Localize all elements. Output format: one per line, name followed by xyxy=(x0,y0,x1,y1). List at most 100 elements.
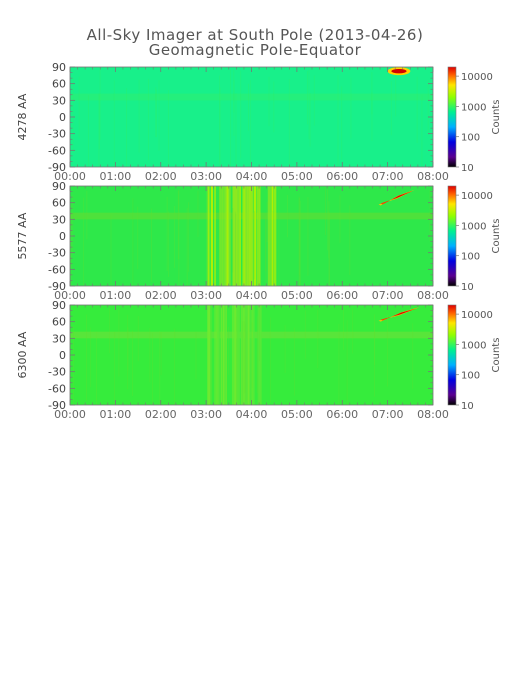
y-tick-label: 30 xyxy=(52,332,66,345)
streak xyxy=(242,321,244,404)
streak xyxy=(232,207,234,273)
streak xyxy=(299,197,300,276)
colorbar-tick-label: 10000 xyxy=(461,191,493,202)
streak xyxy=(210,328,212,405)
streak xyxy=(304,310,306,359)
colorbar-tick-label: 100 xyxy=(461,252,480,263)
y-tick-label: -60 xyxy=(48,263,66,276)
streak xyxy=(429,190,431,242)
y-tick-label: -30 xyxy=(48,247,66,260)
streak xyxy=(148,78,149,160)
y-axis-label: 6300 AA xyxy=(16,331,29,378)
x-tick-label: 02:00 xyxy=(145,289,177,302)
colorbar-tick-label: 1000 xyxy=(461,221,486,232)
heatmap-background xyxy=(70,67,433,167)
chart-subtitle: Geomagnetic Pole-Equator xyxy=(148,41,362,59)
chart-title: All-Sky Imager at South Pole (2013-04-26… xyxy=(86,26,424,44)
streak xyxy=(109,308,110,354)
y-tick-label: -90 xyxy=(48,399,66,412)
x-tick-label: 00:00 xyxy=(54,408,86,421)
x-tick-label: 01:00 xyxy=(100,408,132,421)
x-tick-label: 05:00 xyxy=(281,408,313,421)
streak xyxy=(294,327,296,396)
streak xyxy=(250,186,252,286)
x-tick-label: 03:00 xyxy=(190,289,222,302)
streak xyxy=(155,89,157,138)
panel-0: 00:00 01:00 02:00 03:00 04:00 05:00 06:00 07:00… xyxy=(16,61,502,183)
streak xyxy=(98,93,100,167)
streak xyxy=(346,320,348,405)
streak xyxy=(243,321,245,394)
heatmap-streaks xyxy=(73,305,420,405)
streak xyxy=(96,331,97,405)
streak xyxy=(245,316,247,393)
streak xyxy=(221,186,224,286)
streak xyxy=(249,80,251,167)
colorbar-tick-label: 10 xyxy=(461,401,474,412)
streak xyxy=(227,186,231,286)
streak xyxy=(270,186,272,286)
x-tick-label: 00:00 xyxy=(54,170,86,183)
streak xyxy=(78,76,80,139)
streak xyxy=(219,186,221,286)
x-tick-label: 03:00 xyxy=(190,170,222,183)
streak xyxy=(287,194,289,238)
streak xyxy=(350,77,352,139)
x-tick-label: 02:00 xyxy=(145,408,177,421)
y-tick-label: 60 xyxy=(52,197,66,210)
streak xyxy=(224,305,227,405)
streak xyxy=(174,205,175,268)
streak xyxy=(390,81,392,136)
streak xyxy=(219,87,221,167)
streak xyxy=(246,186,249,286)
streak xyxy=(299,200,301,286)
streak xyxy=(252,305,255,405)
streak xyxy=(266,201,268,242)
streak xyxy=(273,81,275,133)
streak xyxy=(127,314,129,390)
streak xyxy=(308,69,310,140)
y-tick-label: 30 xyxy=(52,213,66,226)
x-tick-label: 04:00 xyxy=(236,170,268,183)
colorbar-label: Counts xyxy=(491,219,502,254)
streak xyxy=(374,322,376,366)
streak xyxy=(234,305,236,405)
streak xyxy=(113,80,115,167)
bright-feature-1 xyxy=(380,308,418,321)
colorbar xyxy=(447,304,457,406)
streak xyxy=(386,314,388,387)
streak xyxy=(72,194,74,255)
streak xyxy=(241,305,244,405)
streak xyxy=(328,211,330,259)
streak xyxy=(256,316,258,393)
streak xyxy=(70,213,72,286)
streak xyxy=(90,327,91,388)
streak xyxy=(235,305,238,405)
streak xyxy=(258,186,260,286)
streak xyxy=(206,186,209,286)
streak xyxy=(118,309,120,377)
streak xyxy=(99,67,101,140)
streak xyxy=(228,326,230,375)
streak xyxy=(257,305,261,405)
streak xyxy=(307,197,309,276)
y-tick-label: 90 xyxy=(52,299,66,312)
streak xyxy=(218,305,220,405)
streak xyxy=(159,330,161,405)
streak xyxy=(242,186,245,286)
streak xyxy=(253,186,257,286)
streak xyxy=(247,186,250,286)
y-tick-label: -90 xyxy=(48,161,66,174)
x-tick-label: 07:00 xyxy=(372,289,404,302)
y-axis-label: 5577 AA xyxy=(16,212,29,259)
y-tick-label: -90 xyxy=(48,280,66,293)
streak xyxy=(251,322,253,388)
streak xyxy=(250,186,254,286)
streak xyxy=(151,208,152,282)
streak xyxy=(371,92,373,142)
streak xyxy=(110,214,112,286)
streak xyxy=(195,331,197,379)
streak xyxy=(86,314,87,401)
